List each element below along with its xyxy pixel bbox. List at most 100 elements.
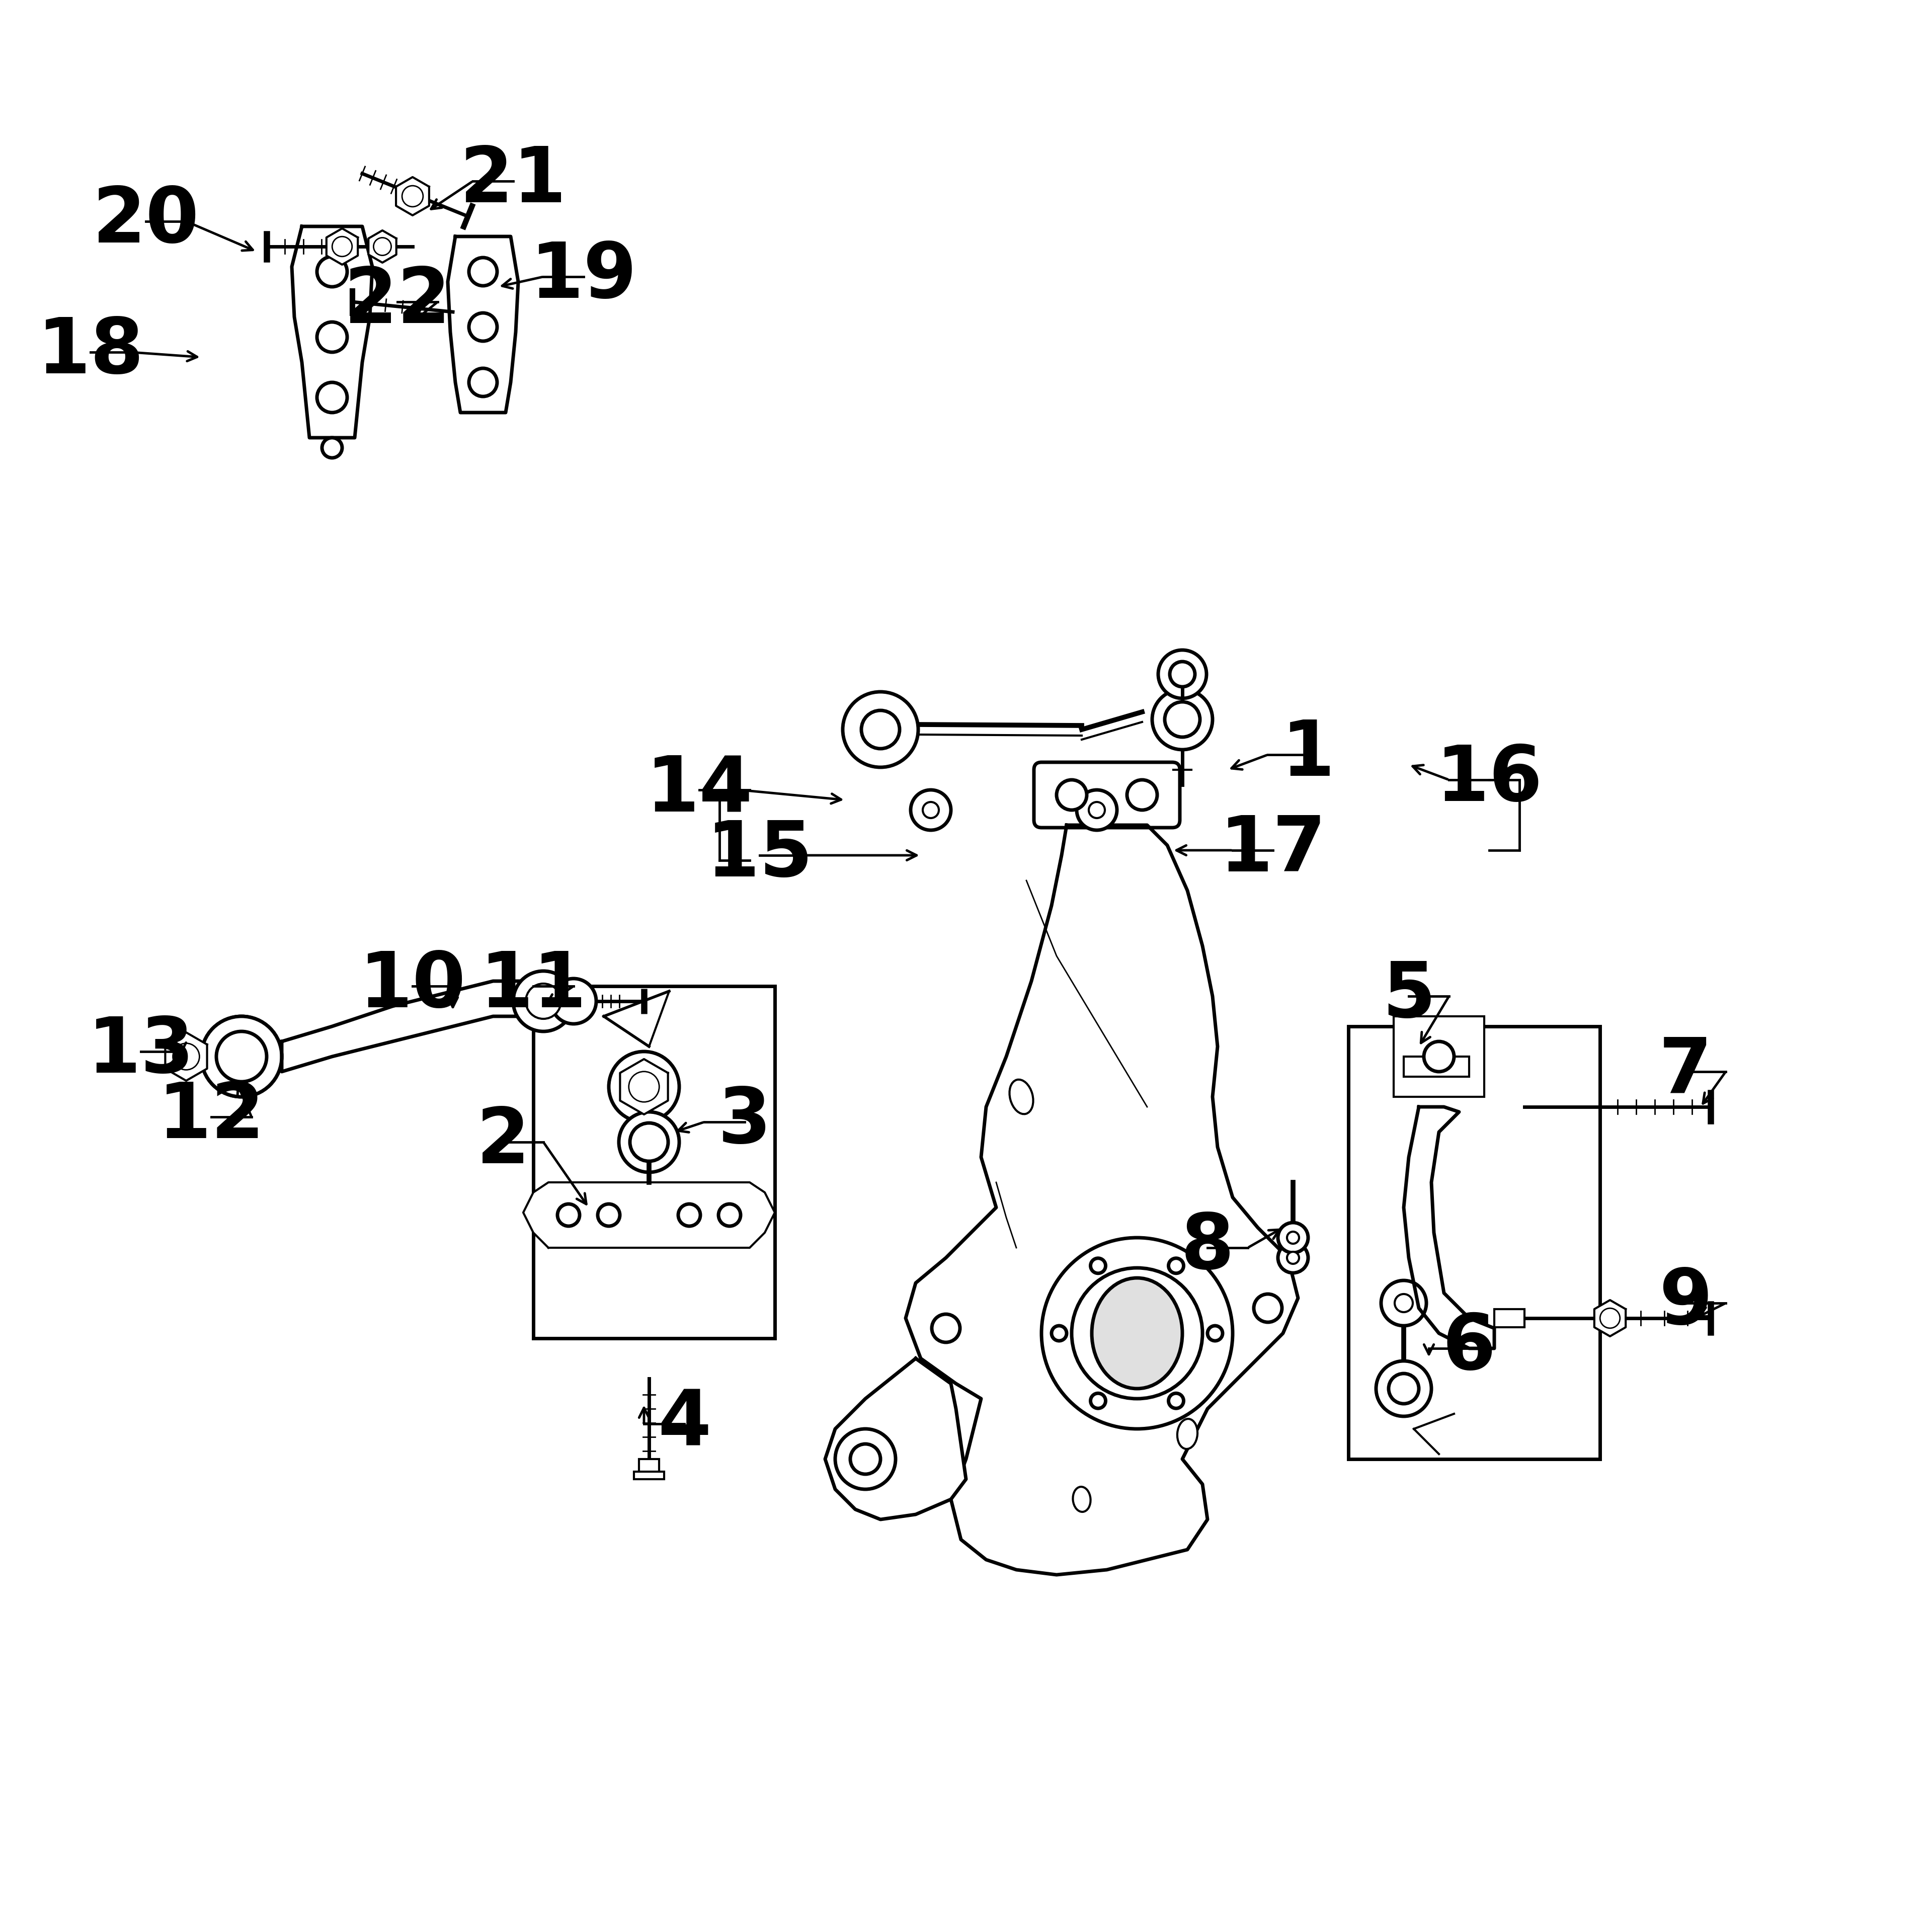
- Circle shape: [1254, 1294, 1283, 1321]
- Ellipse shape: [1072, 1488, 1090, 1513]
- Bar: [1349, 1026, 1600, 1459]
- Bar: [1405, 1057, 1468, 1076]
- Circle shape: [1277, 1242, 1308, 1273]
- Circle shape: [1126, 781, 1157, 810]
- Circle shape: [469, 369, 497, 396]
- Circle shape: [1381, 1281, 1426, 1325]
- Circle shape: [1389, 1374, 1418, 1405]
- Polygon shape: [166, 1032, 207, 1080]
- Circle shape: [373, 238, 390, 255]
- Text: 13: 13: [87, 1014, 195, 1090]
- Circle shape: [923, 802, 939, 817]
- Circle shape: [609, 1051, 680, 1122]
- Circle shape: [172, 1043, 199, 1070]
- Circle shape: [719, 1204, 740, 1227]
- Polygon shape: [1594, 1300, 1625, 1337]
- Circle shape: [558, 1204, 580, 1227]
- Circle shape: [1076, 790, 1117, 831]
- Text: 6: 6: [1443, 1312, 1495, 1385]
- Polygon shape: [524, 1182, 775, 1248]
- Text: 11: 11: [479, 949, 587, 1024]
- Text: 7: 7: [1660, 1034, 1712, 1109]
- Circle shape: [862, 711, 900, 748]
- Circle shape: [317, 323, 348, 352]
- Ellipse shape: [1092, 1277, 1182, 1389]
- Polygon shape: [825, 1358, 966, 1519]
- Circle shape: [514, 972, 574, 1032]
- Circle shape: [618, 1113, 680, 1173]
- Circle shape: [1287, 1252, 1298, 1264]
- Text: 17: 17: [1219, 813, 1327, 889]
- Circle shape: [630, 1122, 668, 1161]
- Circle shape: [1090, 802, 1105, 817]
- FancyBboxPatch shape: [1034, 763, 1180, 827]
- Circle shape: [1169, 1393, 1184, 1408]
- Circle shape: [597, 1204, 620, 1227]
- Circle shape: [835, 1430, 896, 1490]
- Circle shape: [1376, 1360, 1432, 1416]
- Bar: [634, 1472, 665, 1480]
- Text: 1: 1: [1281, 717, 1335, 792]
- Circle shape: [216, 1032, 267, 1082]
- Polygon shape: [369, 230, 396, 263]
- Circle shape: [1277, 1223, 1308, 1252]
- Circle shape: [1057, 781, 1086, 810]
- Circle shape: [317, 257, 348, 286]
- Ellipse shape: [1010, 1080, 1034, 1115]
- Circle shape: [1090, 1393, 1105, 1408]
- Polygon shape: [906, 825, 1298, 1575]
- Text: 3: 3: [719, 1084, 771, 1159]
- Circle shape: [1424, 1041, 1455, 1072]
- Circle shape: [1051, 1325, 1066, 1341]
- Circle shape: [332, 236, 352, 257]
- Circle shape: [1169, 661, 1194, 686]
- Polygon shape: [396, 178, 429, 214]
- Text: 8: 8: [1180, 1209, 1235, 1285]
- Circle shape: [850, 1443, 881, 1474]
- Polygon shape: [327, 228, 357, 265]
- Circle shape: [1169, 1258, 1184, 1273]
- Circle shape: [1041, 1238, 1233, 1430]
- Ellipse shape: [1177, 1418, 1198, 1449]
- Text: 15: 15: [707, 817, 813, 893]
- Text: 20: 20: [93, 184, 199, 259]
- Text: 4: 4: [657, 1387, 711, 1461]
- Circle shape: [551, 980, 597, 1024]
- Polygon shape: [448, 236, 518, 413]
- Circle shape: [931, 1314, 960, 1343]
- Text: 2: 2: [477, 1105, 529, 1180]
- Bar: [533, 985, 775, 1339]
- Bar: [1393, 1016, 1484, 1097]
- Polygon shape: [620, 1059, 668, 1115]
- Polygon shape: [282, 981, 583, 1072]
- Bar: [1493, 1310, 1524, 1327]
- Circle shape: [1072, 1267, 1202, 1399]
- Circle shape: [469, 257, 497, 286]
- Circle shape: [842, 692, 918, 767]
- Text: 9: 9: [1660, 1265, 1712, 1341]
- Text: 10: 10: [359, 949, 466, 1024]
- Circle shape: [910, 790, 951, 831]
- Bar: [639, 1459, 659, 1474]
- Circle shape: [678, 1204, 699, 1227]
- Text: 5: 5: [1381, 958, 1435, 1034]
- Text: 19: 19: [529, 240, 638, 315]
- Polygon shape: [1405, 1107, 1493, 1349]
- Text: 16: 16: [1435, 742, 1544, 817]
- Circle shape: [526, 983, 560, 1018]
- Polygon shape: [292, 226, 373, 439]
- Text: 14: 14: [645, 752, 753, 827]
- Text: 18: 18: [37, 315, 145, 390]
- Circle shape: [1090, 1258, 1105, 1273]
- Circle shape: [1165, 701, 1200, 738]
- Circle shape: [628, 1072, 659, 1101]
- Circle shape: [1157, 649, 1206, 697]
- Circle shape: [1395, 1294, 1412, 1312]
- Circle shape: [402, 185, 423, 207]
- Text: 22: 22: [344, 265, 450, 340]
- Circle shape: [1600, 1308, 1619, 1327]
- Circle shape: [469, 313, 497, 342]
- Circle shape: [1208, 1325, 1223, 1341]
- Circle shape: [201, 1016, 282, 1097]
- Circle shape: [630, 1072, 659, 1101]
